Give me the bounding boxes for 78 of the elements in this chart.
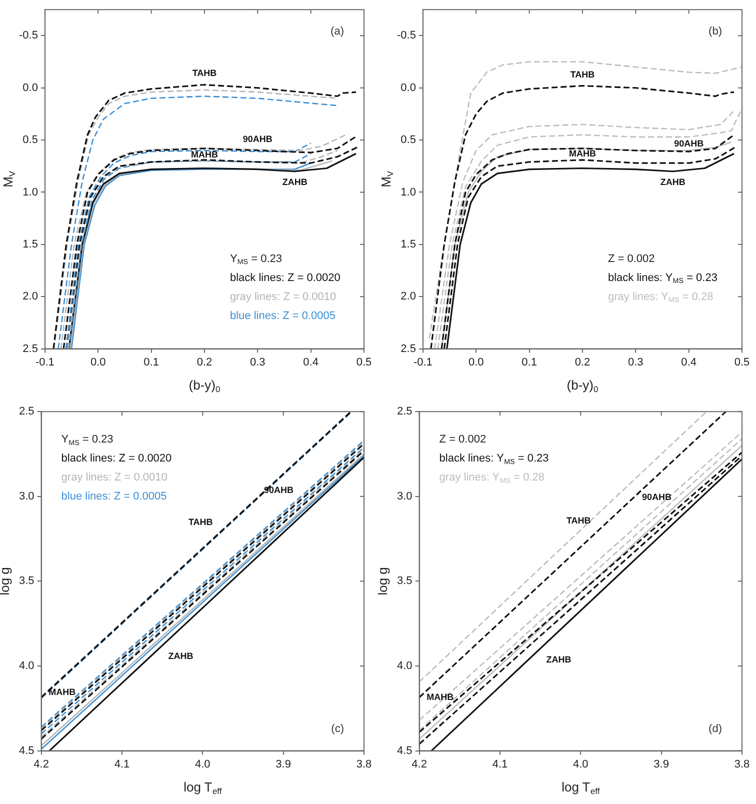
x-tick-label: 3.9 — [654, 758, 669, 770]
annotation: 90AHB — [264, 484, 294, 495]
annotation: MAHB — [568, 148, 596, 159]
x-tick-label: 3.8 — [356, 758, 372, 770]
text: (d) — [708, 722, 722, 735]
x-tick-label: 4.1 — [114, 758, 130, 770]
x-tick-label: 0.3 — [250, 356, 266, 368]
annotation: 90AHB — [242, 134, 273, 144]
annotation: black lines: Z = 0.0020 — [61, 452, 172, 465]
annotation: blue lines: Z = 0.0005 — [61, 490, 167, 503]
x-tick-label: 0.5 — [356, 356, 372, 368]
y-tick-label: 3.0 — [18, 490, 34, 502]
annotation: MAHB — [190, 150, 218, 160]
x-tick-label: 0.2 — [574, 356, 590, 368]
x-tick-label: 3.8 — [734, 758, 750, 770]
x-tick-label: 0.4 — [681, 356, 696, 368]
y-tick-label: 0.0 — [22, 82, 38, 94]
x-tick-label: -0.1 — [35, 356, 54, 368]
x-tick-label: 0.2 — [196, 356, 212, 368]
y-tick-label: 3.5 — [18, 575, 34, 588]
x-tick-label: -0.1 — [413, 356, 432, 368]
y-tick-label: -0.5 — [18, 30, 38, 42]
y-axis-title: MV — [0, 170, 18, 188]
y-tick-label: 1.0 — [400, 186, 416, 198]
annotation: TAHB — [188, 517, 214, 528]
x-tick-label: 0.5 — [734, 356, 750, 368]
x-tick-label: 0.0 — [468, 356, 484, 368]
annotation: 90AHB — [642, 492, 672, 502]
x-tick-label: 0.1 — [522, 356, 537, 368]
annotation: ZAHB — [282, 176, 308, 187]
x-tick-label: 4.0 — [194, 758, 210, 770]
y-tick-label: 1.0 — [22, 186, 38, 198]
x-tick-label: 0.3 — [628, 356, 644, 368]
text: (c) — [331, 722, 344, 735]
y-tick-label: 2.0 — [22, 290, 38, 303]
y-tick-label: 1.5 — [22, 238, 38, 250]
annotation: TAHB — [570, 69, 596, 80]
annotation: blue lines: Z = 0.0005 — [230, 310, 336, 322]
annotation: Z = 0.002 — [608, 252, 655, 265]
y-tick-label: 4.0 — [396, 660, 412, 672]
annotation: 90AHB — [674, 138, 704, 149]
annotation: ZAHB — [660, 176, 686, 187]
y-tick-label: 0.5 — [22, 134, 38, 146]
y-tick-label: 2.0 — [400, 290, 416, 303]
annotation: TAHB — [566, 516, 592, 526]
x-tick-label: 3.9 — [276, 758, 291, 770]
y-tick-label: -0.5 — [396, 30, 416, 42]
annotation: black lines: Z = 0.0020 — [230, 272, 340, 284]
annotation: ZAHB — [168, 651, 194, 662]
y-axis-title: MV — [378, 170, 396, 188]
x-tick-label: 4.1 — [492, 758, 508, 770]
annotation: ZAHB — [546, 654, 572, 665]
annotation: MAHB — [426, 692, 454, 702]
x-tick-label: 0.4 — [303, 356, 318, 368]
y-tick-label: 2.5 — [400, 342, 416, 355]
y-tick-label: 0.5 — [400, 134, 416, 146]
annotation: TAHB — [192, 68, 218, 78]
annotation: MAHB — [48, 686, 76, 697]
y-tick-label: 4.0 — [18, 660, 34, 672]
x-tick-label: 4.0 — [572, 758, 588, 770]
text: (b) — [708, 26, 722, 38]
y-tick-label: 4.5 — [18, 744, 34, 757]
y-tick-label: 4.5 — [396, 744, 412, 757]
x-tick-label: 0.1 — [144, 356, 159, 368]
y-tick-label: 2.5 — [396, 406, 412, 418]
annotation: gray lines: Z = 0.0010 — [230, 290, 336, 303]
y-tick-label: 3.5 — [396, 575, 412, 588]
y-tick-label: 3.0 — [396, 490, 412, 502]
text: (a) — [330, 26, 344, 38]
x-tick-label: 4.2 — [34, 758, 49, 770]
y-tick-label: 2.5 — [22, 342, 38, 355]
x-tick-label: 0.0 — [90, 356, 106, 368]
annotation: gray lines: Z = 0.0010 — [61, 472, 168, 484]
annotation: Z = 0.002 — [439, 434, 486, 446]
y-tick-label: 0.0 — [400, 82, 416, 94]
x-tick-label: 4.2 — [412, 758, 427, 770]
y-tick-label: 1.5 — [400, 238, 416, 250]
y-tick-label: 2.5 — [18, 406, 34, 418]
